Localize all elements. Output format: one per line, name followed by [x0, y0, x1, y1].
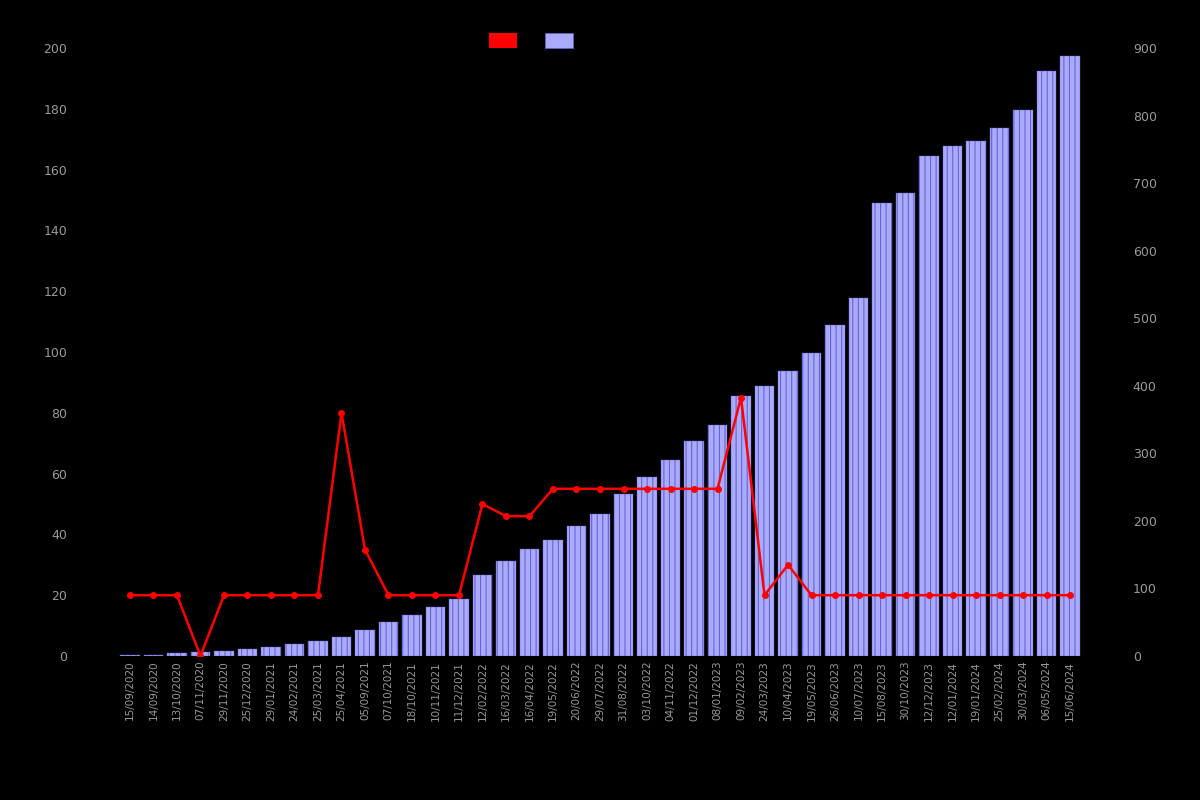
Bar — [708, 425, 727, 656]
Bar — [895, 194, 916, 656]
Bar — [449, 598, 469, 656]
Bar — [802, 354, 822, 656]
Bar — [355, 630, 374, 656]
Bar — [1060, 56, 1080, 656]
Bar — [496, 562, 516, 656]
Bar — [848, 298, 869, 656]
Bar — [613, 494, 634, 656]
Bar — [378, 622, 398, 656]
Bar — [191, 652, 210, 656]
Bar — [144, 654, 163, 656]
Bar — [238, 650, 258, 656]
Bar — [731, 396, 751, 656]
Bar — [826, 325, 845, 656]
Bar — [966, 142, 986, 656]
Bar — [262, 646, 281, 656]
Bar — [566, 526, 587, 656]
Bar — [520, 550, 540, 656]
Bar — [590, 514, 610, 656]
Bar — [284, 644, 305, 656]
Bar — [331, 637, 352, 656]
Bar — [308, 641, 328, 656]
Bar — [167, 654, 187, 656]
Bar — [544, 540, 563, 656]
Bar — [1013, 110, 1033, 656]
Bar — [755, 386, 774, 656]
Bar — [778, 371, 798, 656]
Bar — [660, 460, 680, 656]
Bar — [214, 650, 234, 656]
Bar — [684, 441, 704, 656]
Bar — [942, 146, 962, 656]
Bar — [919, 156, 938, 656]
Bar — [426, 607, 445, 656]
Bar — [473, 575, 492, 656]
Bar — [637, 477, 656, 656]
Legend: , : , — [487, 30, 587, 51]
Bar — [872, 203, 892, 656]
Bar — [990, 128, 1009, 656]
Bar — [1037, 71, 1056, 656]
Bar — [402, 615, 422, 656]
